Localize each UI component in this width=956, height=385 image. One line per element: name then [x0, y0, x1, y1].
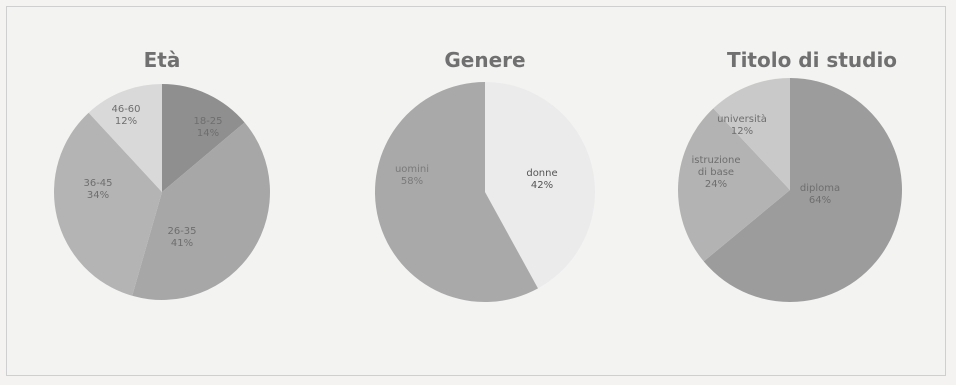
pie-slice-label-1-1-0: uomini [395, 164, 429, 175]
chart-title-genere: Genere [444, 48, 526, 72]
pie-slice-label-0-1-0: 26-35 [167, 226, 196, 237]
pie-slice-label-2-2-0: università [717, 113, 767, 125]
pie-slice-value-2-2: 12% [731, 126, 753, 137]
chart-title-eta: Età [143, 48, 181, 72]
pie-slice-0-3 [88, 84, 162, 192]
pie-slice-0-2 [53, 112, 162, 296]
pie-slice-value-0-3: 12% [115, 116, 137, 127]
pie-slice-2-1 [678, 108, 790, 262]
pie-slice-label-2-1-0: istruzione [692, 155, 741, 166]
pie-slice-1-1 [374, 82, 538, 303]
pie-slice-2-0 [703, 78, 902, 302]
pie-slice-0-1 [132, 122, 270, 301]
pie-slice-label-0-0-0: 18-25 [193, 116, 222, 127]
pie-slice-1-0 [485, 82, 595, 289]
pie-slice-2-2 [713, 78, 790, 190]
pie-slice-value-0-0: 14% [197, 128, 219, 139]
pie-slice-value-2-1: 24% [705, 179, 727, 190]
pie-slice-value-0-1: 41% [171, 238, 193, 249]
pie-slice-label-1-0-0: donne [526, 168, 557, 179]
pie-slice-value-1-1: 58% [401, 176, 423, 187]
pie-slice-0-0 [162, 84, 245, 192]
pie-slice-value-1-0: 42% [531, 180, 553, 191]
pie-slice-label-2-0-0: diploma [800, 183, 840, 194]
pie-slice-value-0-2: 34% [87, 190, 109, 201]
chart-title-titolo-di-studio: Titolo di studio [726, 48, 898, 72]
pie-slice-label-0-3-0: 46-60 [111, 104, 140, 115]
pie-slice-value-2-0: 64% [809, 195, 831, 206]
pie-slice-label-2-1-1: di base [698, 167, 734, 178]
pie-slice-label-0-2-0: 36-45 [83, 178, 112, 189]
